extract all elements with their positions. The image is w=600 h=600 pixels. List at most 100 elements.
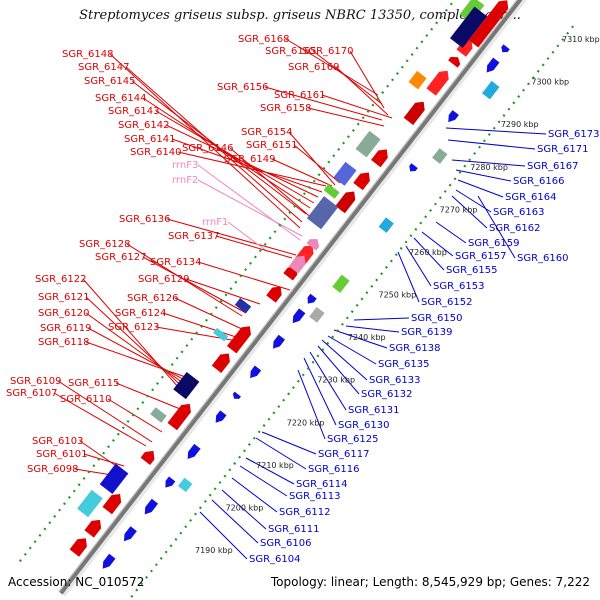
gene-label: SGR_6098 [27, 464, 79, 475]
reverse-gene [448, 110, 459, 123]
gene-label: SGR_6168 [238, 34, 290, 45]
forward-gene [371, 149, 388, 168]
label-leader-line [445, 127, 547, 135]
gene-label: SGR_6148 [62, 49, 114, 60]
gene-label: SGR_6113 [289, 491, 341, 502]
label-leader-line [107, 398, 163, 433]
label-leader-line [264, 86, 383, 121]
label-leader-line [335, 66, 389, 116]
forward-gene [353, 172, 370, 191]
kbp-tick-label: 7200 kbp [226, 503, 264, 512]
feature-box [150, 407, 167, 423]
gene-label: SGR_6156 [217, 82, 269, 93]
forward-gene [335, 191, 356, 214]
gene-label: SGR_6153 [433, 281, 485, 292]
kbp-tick-label: 7250 kbp [379, 291, 417, 300]
gene-label: SGR_6112 [279, 507, 331, 518]
accession-label: Accession: NC_010572 [8, 575, 145, 589]
gene-label: SGR_6103 [32, 436, 84, 447]
gene-label: SGR_6173 [548, 129, 600, 140]
label-leader-line [455, 169, 512, 182]
gene-label: SGR_6114 [296, 479, 348, 490]
feature-box [77, 489, 103, 518]
reverse-gene [486, 57, 500, 73]
large-feature-block [173, 371, 200, 400]
gene-features [69, 0, 510, 569]
gene-label: SGR_6121 [38, 292, 90, 303]
kbp-tick-label: 7310 kbp [562, 35, 600, 44]
feature-box [333, 161, 357, 186]
label-leader-line [321, 94, 393, 119]
reverse-gene [292, 308, 306, 324]
gene-label: SGR_6151 [246, 140, 298, 151]
gene-label: SGR_6116 [308, 464, 360, 475]
gene-label: SGR_6145 [84, 76, 136, 87]
gene-label: SGR_6170 [302, 46, 354, 57]
kbp-tick-label: 7300 kbp [531, 78, 569, 87]
gene-label: SGR_6150 [411, 313, 463, 324]
forward-gene [403, 101, 425, 126]
reverse-gene [144, 498, 159, 515]
gene-label: SGR_6169 [288, 62, 340, 73]
gene-label: SGR_6149 [224, 154, 276, 165]
label-leader-line [177, 151, 327, 187]
label-leader-line [87, 327, 193, 385]
label-leader-line [271, 158, 333, 187]
reverse-gene [307, 293, 317, 304]
label-leader-line [185, 278, 261, 305]
kbp-ticks: 7190 kbp 7200 kbp 7210 kbp 7220 kbp 7230 kbp… [195, 35, 600, 555]
label-leader-line [288, 131, 336, 186]
label-leader-line [397, 251, 420, 303]
large-feature-block [450, 6, 488, 49]
label-leader-line [345, 325, 400, 333]
label-leader-line [85, 312, 191, 389]
kbp-tick-label: 7210 kbp [256, 461, 294, 470]
gene-label: SGR_6110 [60, 394, 112, 405]
forward-gene [468, 0, 509, 48]
feature-box [332, 274, 350, 293]
label-leader-line [197, 179, 303, 237]
label-leader-line [309, 351, 347, 411]
rrna-gene [306, 238, 320, 251]
gene-label: SGR_6158 [260, 103, 312, 114]
reverse-gene [215, 410, 227, 423]
feature-box [355, 130, 381, 158]
gene-label: SGR_6130 [338, 420, 390, 431]
gene-label: SGR_6166 [513, 176, 565, 187]
feature-box [323, 183, 340, 199]
reverse-gene [250, 365, 262, 379]
gene-label: SGR_6133 [369, 375, 421, 386]
kbp-tick-label: 7190 kbp [195, 546, 233, 555]
genome-axis [59, 0, 523, 595]
label-leader-line [477, 195, 516, 259]
label-leader-line [307, 107, 385, 127]
gene-label: SGR_6152 [421, 297, 473, 308]
gene-label: SGR_6124 [115, 308, 167, 319]
label-leader-line [142, 97, 311, 209]
gene-label: SGR_6109 [10, 376, 62, 387]
forward-gene [266, 286, 282, 303]
gene-label: SGR_6165 [265, 46, 317, 57]
gene-label: SGR_6159 [468, 238, 520, 249]
map-title: Streptomyces griseus subsp. griseus NBRC… [79, 8, 521, 23]
label-leader-line [261, 431, 317, 455]
gene-label: rrnF2 [172, 175, 198, 186]
forward-gene [426, 70, 449, 96]
gene-label: SGR_6141 [124, 134, 176, 145]
forward-gene [456, 39, 473, 57]
label-leader-line [353, 317, 410, 321]
label-leader-line [303, 357, 337, 426]
gene-label: SGR_6163 [493, 207, 545, 218]
gene-label: SGR_6140 [130, 147, 182, 158]
gene-label: SGR_6171 [537, 144, 589, 155]
gene-label: SGR_6122 [35, 274, 87, 285]
label-leader-line [413, 237, 445, 271]
label-leader-line [227, 221, 269, 253]
gene-label: SGR_6107 [6, 388, 58, 399]
label-leader-line [333, 329, 388, 349]
gene-label: SGR_6161 [274, 90, 326, 101]
label-leader-line [435, 221, 467, 244]
gene-label: SGR_6164 [505, 192, 557, 203]
label-leader-line [199, 511, 248, 560]
